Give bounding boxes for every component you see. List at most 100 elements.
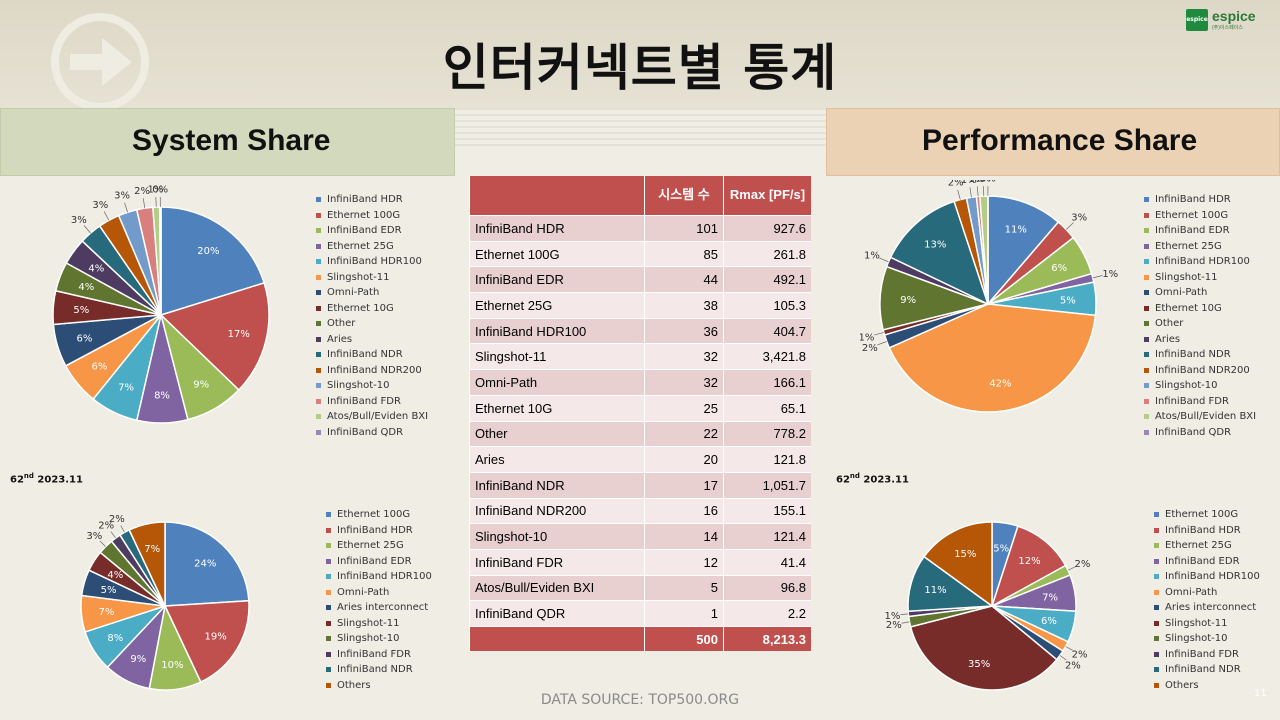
legend-label: InfiniBand NDR200: [1155, 364, 1250, 376]
slice-label: 2%: [862, 343, 878, 354]
legend-item: InfiniBand FDR: [1154, 647, 1260, 663]
row-rmax: 121.8: [723, 446, 811, 473]
row-count: 5: [644, 574, 724, 601]
slice-label: 42%: [989, 378, 1011, 389]
legend-label: Slingshot-11: [1155, 271, 1218, 283]
table-row: InfiniBand QDR 1 2.2: [469, 600, 811, 627]
row-rmax: 261.8: [723, 240, 811, 267]
leader-line: [874, 332, 884, 336]
table-row: InfiniBand NDR200 16 155.1: [469, 497, 811, 524]
slice-label: 7%: [1042, 592, 1058, 603]
legend-label: Aries: [1155, 333, 1181, 345]
pie-slice: [987, 195, 1060, 307]
slice-label: 3%: [86, 531, 102, 542]
legend-label: Ethernet 25G: [337, 540, 404, 552]
row-name: Other: [469, 420, 645, 447]
row-count: 14: [644, 523, 724, 550]
system-share-band: [0, 108, 455, 176]
legend-swatch: [1144, 367, 1149, 373]
total-rmax: 8,213.3: [723, 626, 811, 651]
legend-item: Ethernet 100G: [1154, 507, 1260, 523]
legend-label: InfiniBand FDR: [1155, 395, 1229, 407]
slice-label: 2%: [109, 514, 125, 525]
table-row: Slingshot-11 32 3,421.8: [469, 343, 811, 370]
row-count: 22: [644, 420, 724, 447]
legend-label: InfiniBand EDR: [337, 555, 412, 567]
row-count: 16: [644, 497, 724, 524]
legend-swatch: [326, 512, 331, 518]
legend-label: Slingshot-10: [1155, 380, 1218, 392]
row-rmax: 105.3: [723, 292, 811, 319]
legend-label: Others: [1165, 679, 1199, 691]
legend-label: Ethernet 100G: [1155, 209, 1229, 221]
performance-share-band: [826, 108, 1280, 176]
slice-label: 10%: [161, 660, 183, 671]
legend-label: InfiniBand HDR: [1165, 524, 1241, 536]
table-row: Ethernet 10G 25 65.1: [469, 394, 811, 421]
pie-slice: [164, 521, 250, 607]
legend-label: Omni-Path: [327, 287, 380, 299]
legend-label: Aries interconnect: [337, 602, 429, 614]
row-count: 12: [644, 548, 724, 576]
legend-item: InfiniBand NDR200: [316, 363, 428, 379]
row-count: 17: [644, 471, 724, 499]
legend-swatch: [316, 352, 321, 358]
slice-label: 24%: [194, 559, 216, 570]
table-row: Omni-Path 32 166.1: [469, 369, 811, 396]
legend-item: Slingshot-10: [326, 631, 432, 647]
legend-label: Omni-Path: [337, 586, 390, 598]
slice-label: 13%: [924, 239, 946, 250]
leader-line: [1092, 275, 1103, 279]
slice-label: 11%: [924, 585, 946, 596]
slice-label: 8%: [154, 390, 170, 401]
table-row: InfiniBand EDR 44 492.1: [469, 266, 811, 293]
legend-item: Slingshot-10: [1144, 378, 1256, 394]
legend-swatch: [1144, 398, 1149, 404]
legend-swatch: [316, 197, 321, 203]
slice-label: 1%: [885, 611, 901, 622]
legend-swatch: [1154, 527, 1159, 533]
row-rmax: 404.7: [723, 317, 811, 344]
legend-item: Omni-Path: [316, 285, 428, 301]
legend-item: InfiniBand NDR: [326, 662, 432, 678]
legend-swatch: [316, 228, 321, 234]
slice-label: 6%: [91, 361, 107, 372]
row-rmax: 121.4: [723, 523, 811, 550]
slice-label: 4%: [88, 264, 104, 275]
legend-swatch: [1154, 512, 1159, 518]
legend-label: Ethernet 100G: [327, 209, 401, 221]
legend-item: Ethernet 10G: [1144, 301, 1256, 317]
legend-swatch: [326, 558, 331, 564]
table-row: Aries 20 121.8: [469, 446, 811, 473]
legend-item: Atos/Bull/Eviden BXI: [316, 409, 428, 425]
slice-label: 5%: [101, 585, 117, 596]
row-name: InfiniBand EDR: [469, 266, 645, 293]
legend-swatch: [1144, 212, 1149, 218]
row-name: Slingshot-11: [469, 343, 645, 370]
legend-swatch: [1154, 620, 1159, 626]
slice-label: 2%: [98, 521, 114, 532]
legend-label: InfiniBand HDR100: [327, 256, 422, 268]
leader-line: [976, 186, 979, 197]
slice-label: 20%: [197, 246, 219, 257]
pie-slice: [922, 521, 993, 608]
pie-slice: [128, 521, 166, 607]
row-name: Atos/Bull/Eviden BXI: [469, 574, 645, 601]
slice-label: 2%: [134, 186, 150, 197]
pie-slice: [159, 281, 270, 391]
slice-label: 3%: [1071, 213, 1087, 224]
row-name: InfiniBand NDR200: [469, 497, 645, 524]
row-name: InfiniBand NDR: [469, 471, 645, 499]
legend-item: Other: [1144, 316, 1256, 332]
legend-label: InfiniBand QDR: [1155, 426, 1232, 438]
legend-label: Ethernet 100G: [337, 509, 411, 521]
leader-line: [99, 540, 106, 547]
legend-item: InfiniBand QDR: [316, 425, 428, 441]
legend-swatch: [326, 574, 331, 580]
legend-label: InfiniBand HDR100: [337, 571, 432, 583]
legend-label: Ethernet 10G: [1155, 302, 1222, 314]
row-count: 44: [644, 266, 724, 293]
row-count: 85: [644, 240, 724, 267]
logo-text: espice: [1212, 8, 1256, 24]
legend-label: Slingshot-11: [1165, 617, 1228, 629]
